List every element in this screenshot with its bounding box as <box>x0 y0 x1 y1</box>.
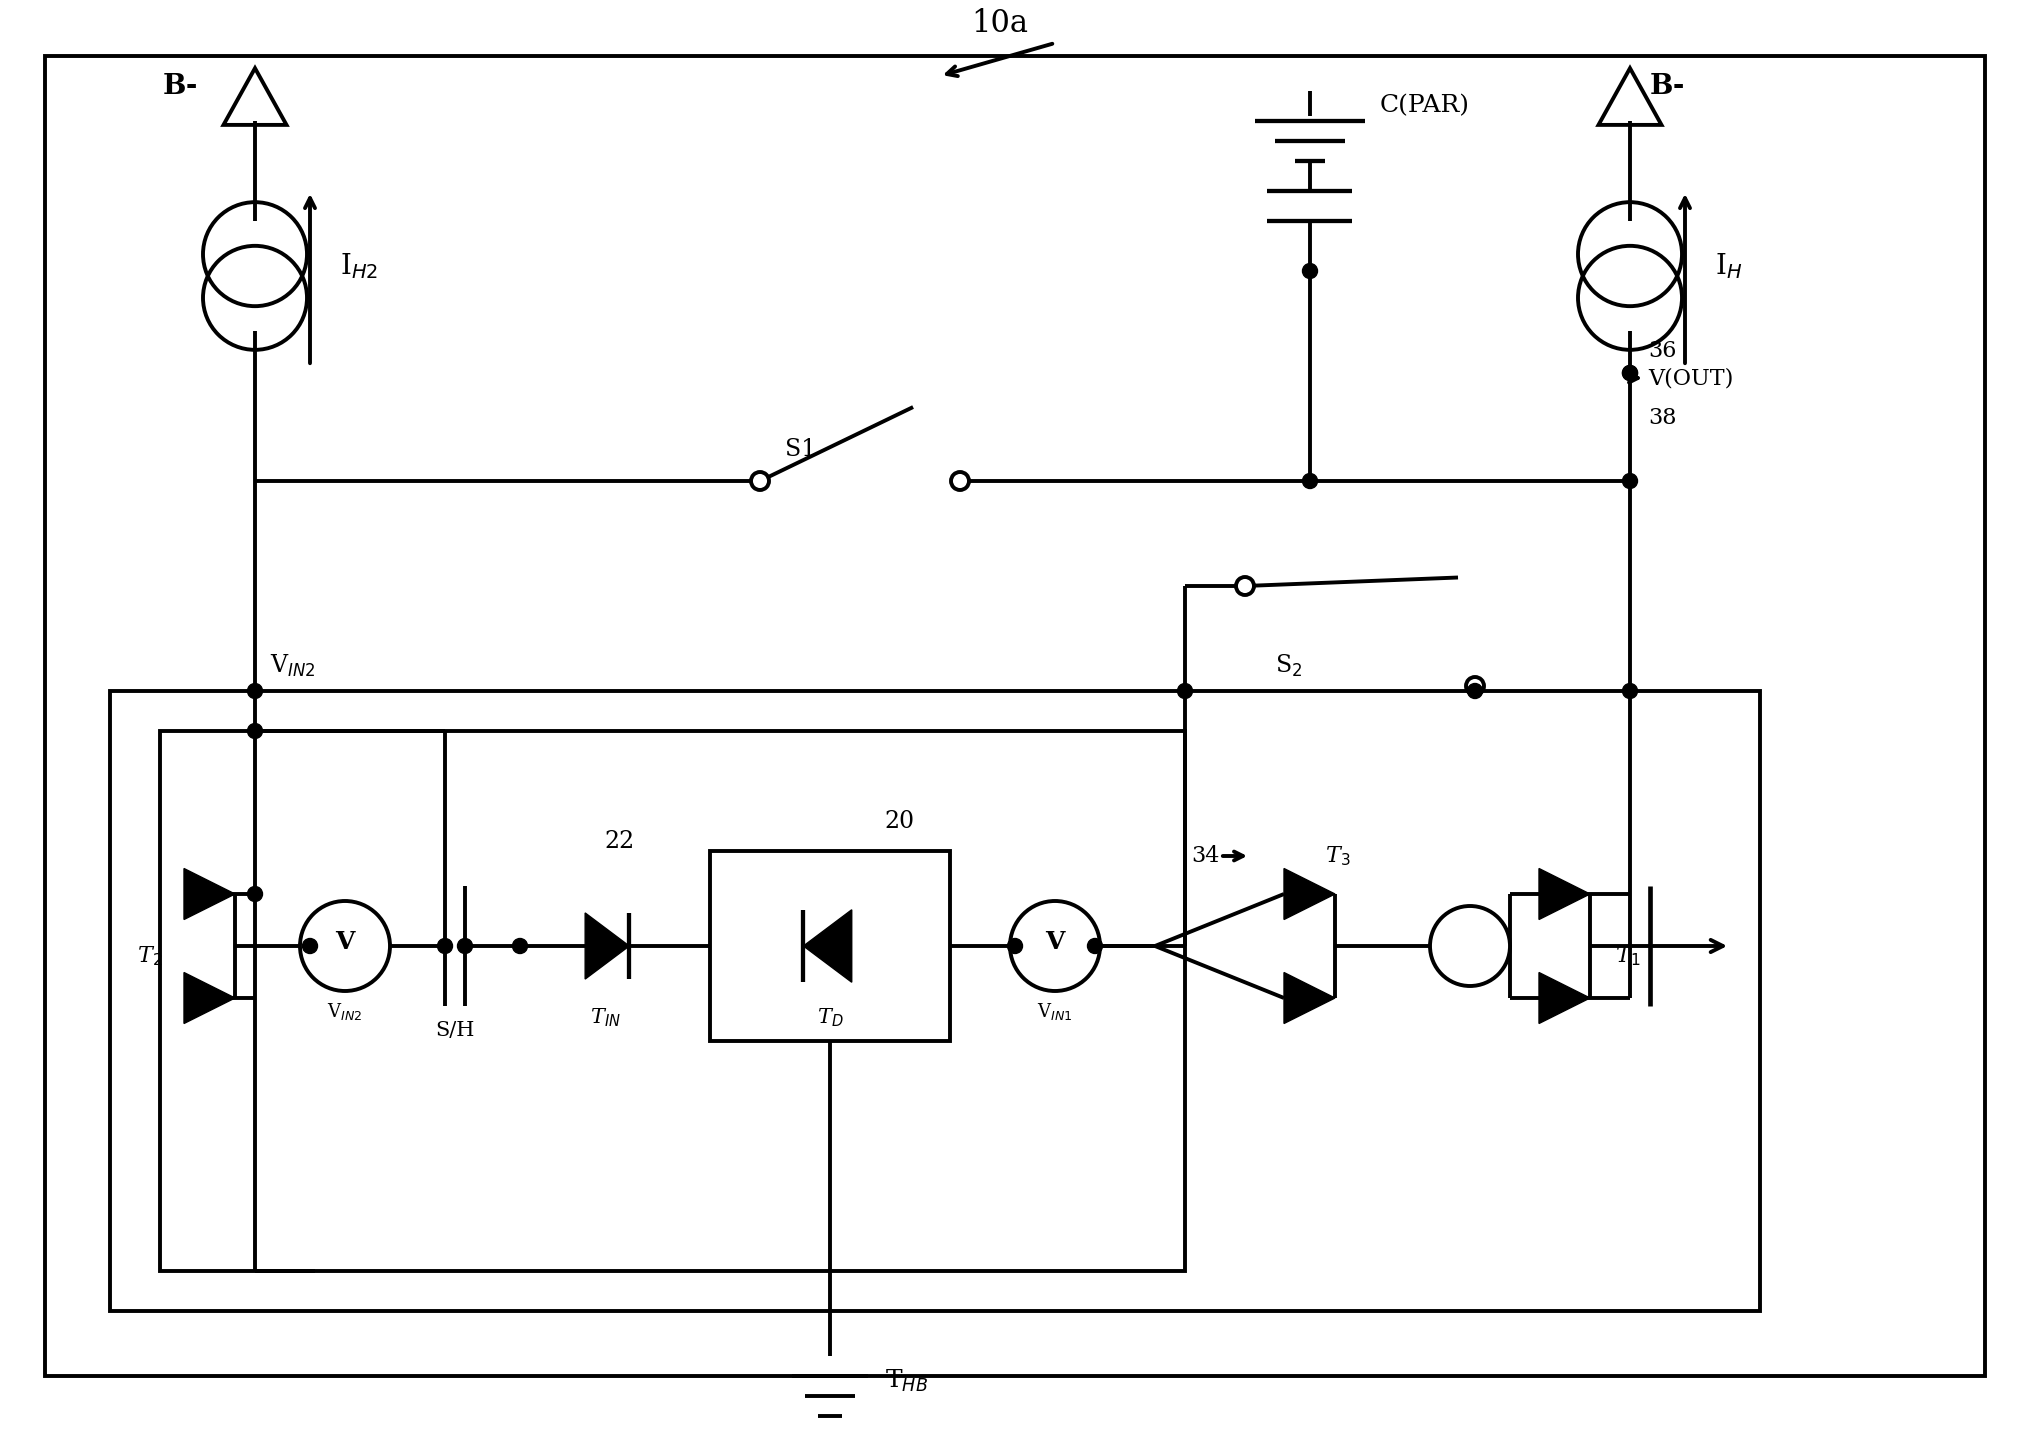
Circle shape <box>1431 906 1510 986</box>
Circle shape <box>303 939 317 953</box>
Text: 20: 20 <box>886 810 914 833</box>
Polygon shape <box>185 869 236 920</box>
Circle shape <box>1622 365 1638 381</box>
Text: 10a: 10a <box>971 7 1028 39</box>
Text: I$_H$: I$_H$ <box>1715 250 1741 280</box>
Circle shape <box>512 939 528 953</box>
Polygon shape <box>1284 973 1335 1023</box>
Circle shape <box>1303 263 1317 279</box>
Text: 38: 38 <box>1648 406 1676 429</box>
Text: V: V <box>335 930 356 954</box>
Circle shape <box>752 472 768 489</box>
Circle shape <box>248 684 262 698</box>
Text: S1: S1 <box>784 438 817 461</box>
Circle shape <box>1010 902 1099 992</box>
Text: S/H: S/H <box>435 1022 475 1040</box>
Circle shape <box>457 939 473 953</box>
Text: 36: 36 <box>1648 341 1676 362</box>
Text: B-: B- <box>1650 73 1685 100</box>
Text: T$_{HB}$: T$_{HB}$ <box>886 1368 929 1394</box>
Text: V: V <box>1044 930 1065 954</box>
Text: T$_D$: T$_D$ <box>817 1006 843 1029</box>
Text: 22: 22 <box>606 830 636 853</box>
Text: V$_{IN2}$: V$_{IN2}$ <box>327 1000 362 1022</box>
Text: B-: B- <box>163 73 197 100</box>
Text: V$_{IN2}$: V$_{IN2}$ <box>270 653 315 680</box>
Polygon shape <box>185 973 236 1023</box>
Circle shape <box>248 886 262 902</box>
Polygon shape <box>1538 869 1589 920</box>
Circle shape <box>1087 939 1103 953</box>
Circle shape <box>301 902 390 992</box>
Circle shape <box>1177 684 1193 698</box>
Text: T$_2$: T$_2$ <box>138 944 163 967</box>
Circle shape <box>1622 365 1638 381</box>
Bar <box>709 851 951 1040</box>
Polygon shape <box>1284 869 1335 920</box>
Circle shape <box>248 724 262 738</box>
Text: V(OUT): V(OUT) <box>1648 366 1733 389</box>
Bar <box>110 691 1760 1311</box>
Text: T$_1$: T$_1$ <box>1615 944 1640 967</box>
Polygon shape <box>585 913 630 979</box>
Circle shape <box>1465 677 1483 695</box>
Bar <box>161 731 1185 1271</box>
Polygon shape <box>803 910 851 982</box>
Circle shape <box>437 939 453 953</box>
Text: 34: 34 <box>1191 844 1219 867</box>
Text: S$_2$: S$_2$ <box>1274 653 1303 680</box>
Circle shape <box>1467 684 1483 698</box>
Text: T$_{IN}$: T$_{IN}$ <box>589 1006 620 1029</box>
Text: T$_3$: T$_3$ <box>1325 844 1351 867</box>
Text: C(PAR): C(PAR) <box>1380 94 1469 117</box>
Circle shape <box>1235 577 1254 595</box>
Circle shape <box>1622 684 1638 698</box>
Circle shape <box>1622 474 1638 488</box>
Polygon shape <box>1538 973 1589 1023</box>
Circle shape <box>1303 474 1317 488</box>
Circle shape <box>1008 939 1022 953</box>
Text: I$_{H2}$: I$_{H2}$ <box>339 250 378 280</box>
Text: V$_{IN1}$: V$_{IN1}$ <box>1036 1000 1073 1022</box>
Circle shape <box>951 472 969 489</box>
